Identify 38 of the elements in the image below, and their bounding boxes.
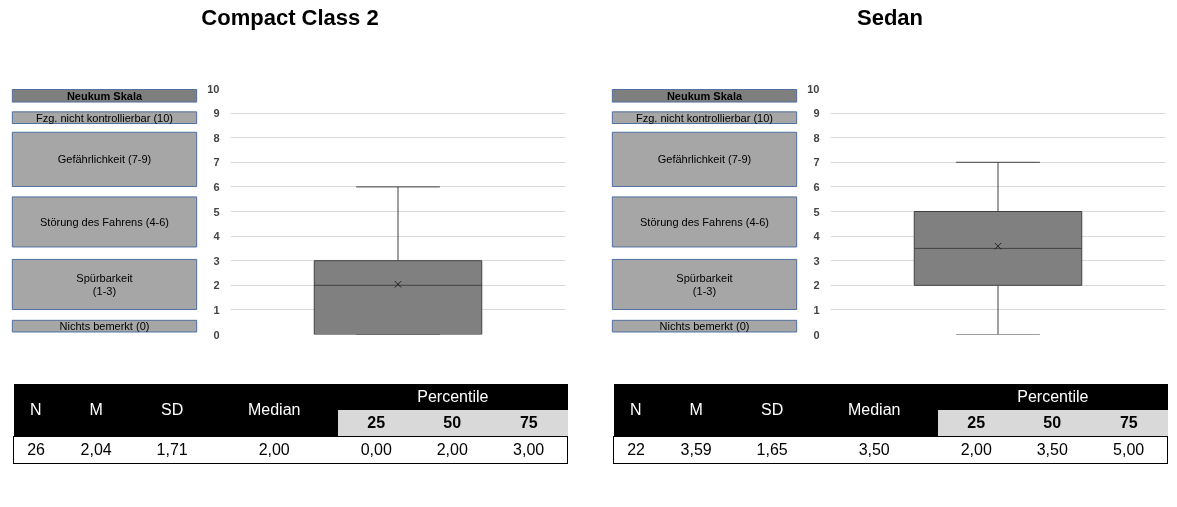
text: Nichts bemerkt (0) [659,320,750,333]
table: N M SD Median Percentile 25 50 75 26 2,04 1,71 2,00 0,00 2,00 3,00 [13,384,568,464]
y-tick-label: 3 [213,254,220,267]
y-tick-label: 10 [207,82,220,95]
y-tick-label: 7 [213,156,220,169]
y-tick-label: 2 [813,279,820,292]
y-tick-label: 1 [813,303,820,316]
text: Störung des Fahrens (4-6) [640,215,770,228]
chart-title: Compact Class 2 [200,5,380,31]
y-tick-label: 8 [213,131,220,144]
y-tick-label: 4 [813,230,821,243]
text: Nichts bemerkt (0) [59,320,150,333]
text: Neukum Skala [66,89,143,102]
text: Gefährlichkeit (7-9) [657,153,752,166]
table: N M SD Median Percentile 25 50 75 22 3,59 1,65 3,50 2,00 3,50 5,00 [613,384,1168,464]
y-tick-label: 10 [807,82,820,95]
y-tick-label: 1 [213,303,220,316]
y-tick-label: 2 [213,279,220,292]
y-tick-label: 6 [213,180,220,193]
chart-title: Sedan [856,5,924,31]
y-tick-label: 4 [213,230,221,243]
y-tick-label: 6 [813,180,820,193]
text: Fzg. nicht kontrollierbar (10) [636,111,773,124]
y-tick-label: 5 [213,205,220,218]
text: Spürbarkeit (1-3) [676,271,733,298]
text: Spürbarkeit (1-3) [76,271,133,298]
y-tick-label: 0 [213,328,220,341]
y-tick-label: 5 [813,205,820,218]
y-tick-label: 0 [813,328,820,341]
y-tick-label: 9 [213,107,220,120]
text: Fzg. nicht kontrollierbar (10) [36,111,173,124]
text: Neukum Skala [666,89,743,102]
y-tick-label: 8 [813,131,820,144]
text: Störung des Fahrens (4-6) [40,215,170,228]
text: Gefährlichkeit (7-9) [57,153,152,166]
y-tick-label: 7 [813,156,820,169]
y-tick-label: 9 [813,107,820,120]
y-tick-label: 3 [813,254,820,267]
